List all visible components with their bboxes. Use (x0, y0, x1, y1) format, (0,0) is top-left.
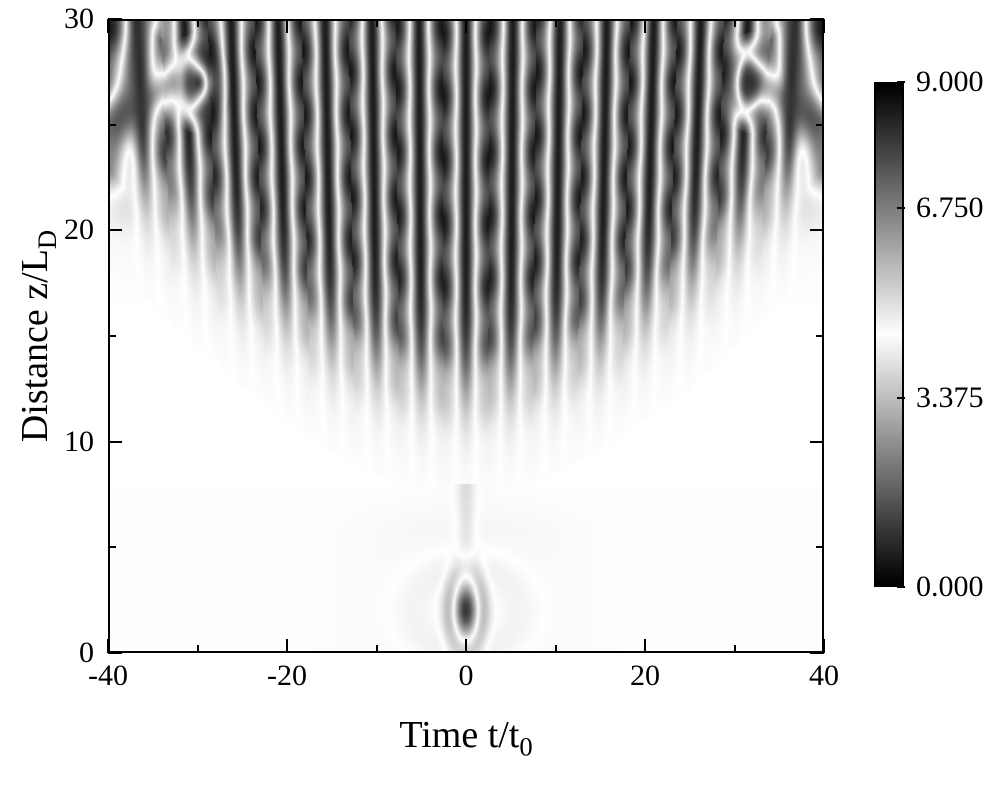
x-axis-label-text: Time t/t (399, 714, 519, 756)
y-tick-label: 30 (64, 2, 94, 36)
y-axis-label: Distance z/LD (13, 230, 63, 442)
x-tick-label: -40 (88, 659, 128, 693)
colorbar-tick-label: 0.000 (916, 570, 984, 604)
x-tick-label: -20 (267, 659, 307, 693)
x-tick-label: 20 (630, 659, 660, 693)
y-tick-label: 10 (64, 425, 94, 459)
y-axis-label-sub: D (32, 230, 62, 249)
y-axis-label-text: Distance z/L (14, 249, 56, 442)
colorbar-tick-label: 3.375 (916, 381, 984, 415)
x-tick-label: 40 (809, 659, 839, 693)
x-axis-label-sub: 0 (519, 732, 532, 762)
colorbar-gradient (874, 82, 904, 587)
x-tick-label: 0 (459, 659, 474, 693)
y-tick-label: 0 (79, 636, 94, 670)
x-axis-label: Time t/t0 (399, 713, 532, 763)
heatmap-canvas (108, 19, 824, 653)
colorbar-tick-label: 9.000 (916, 65, 984, 99)
y-tick-label: 20 (64, 213, 94, 247)
plot-frame: -40-20020400102030 Time t/t0 Distance z/… (108, 19, 824, 653)
colorbar-tick-label: 6.750 (916, 191, 984, 225)
colorbar: 0.0003.3756.7509.000 (874, 82, 904, 587)
